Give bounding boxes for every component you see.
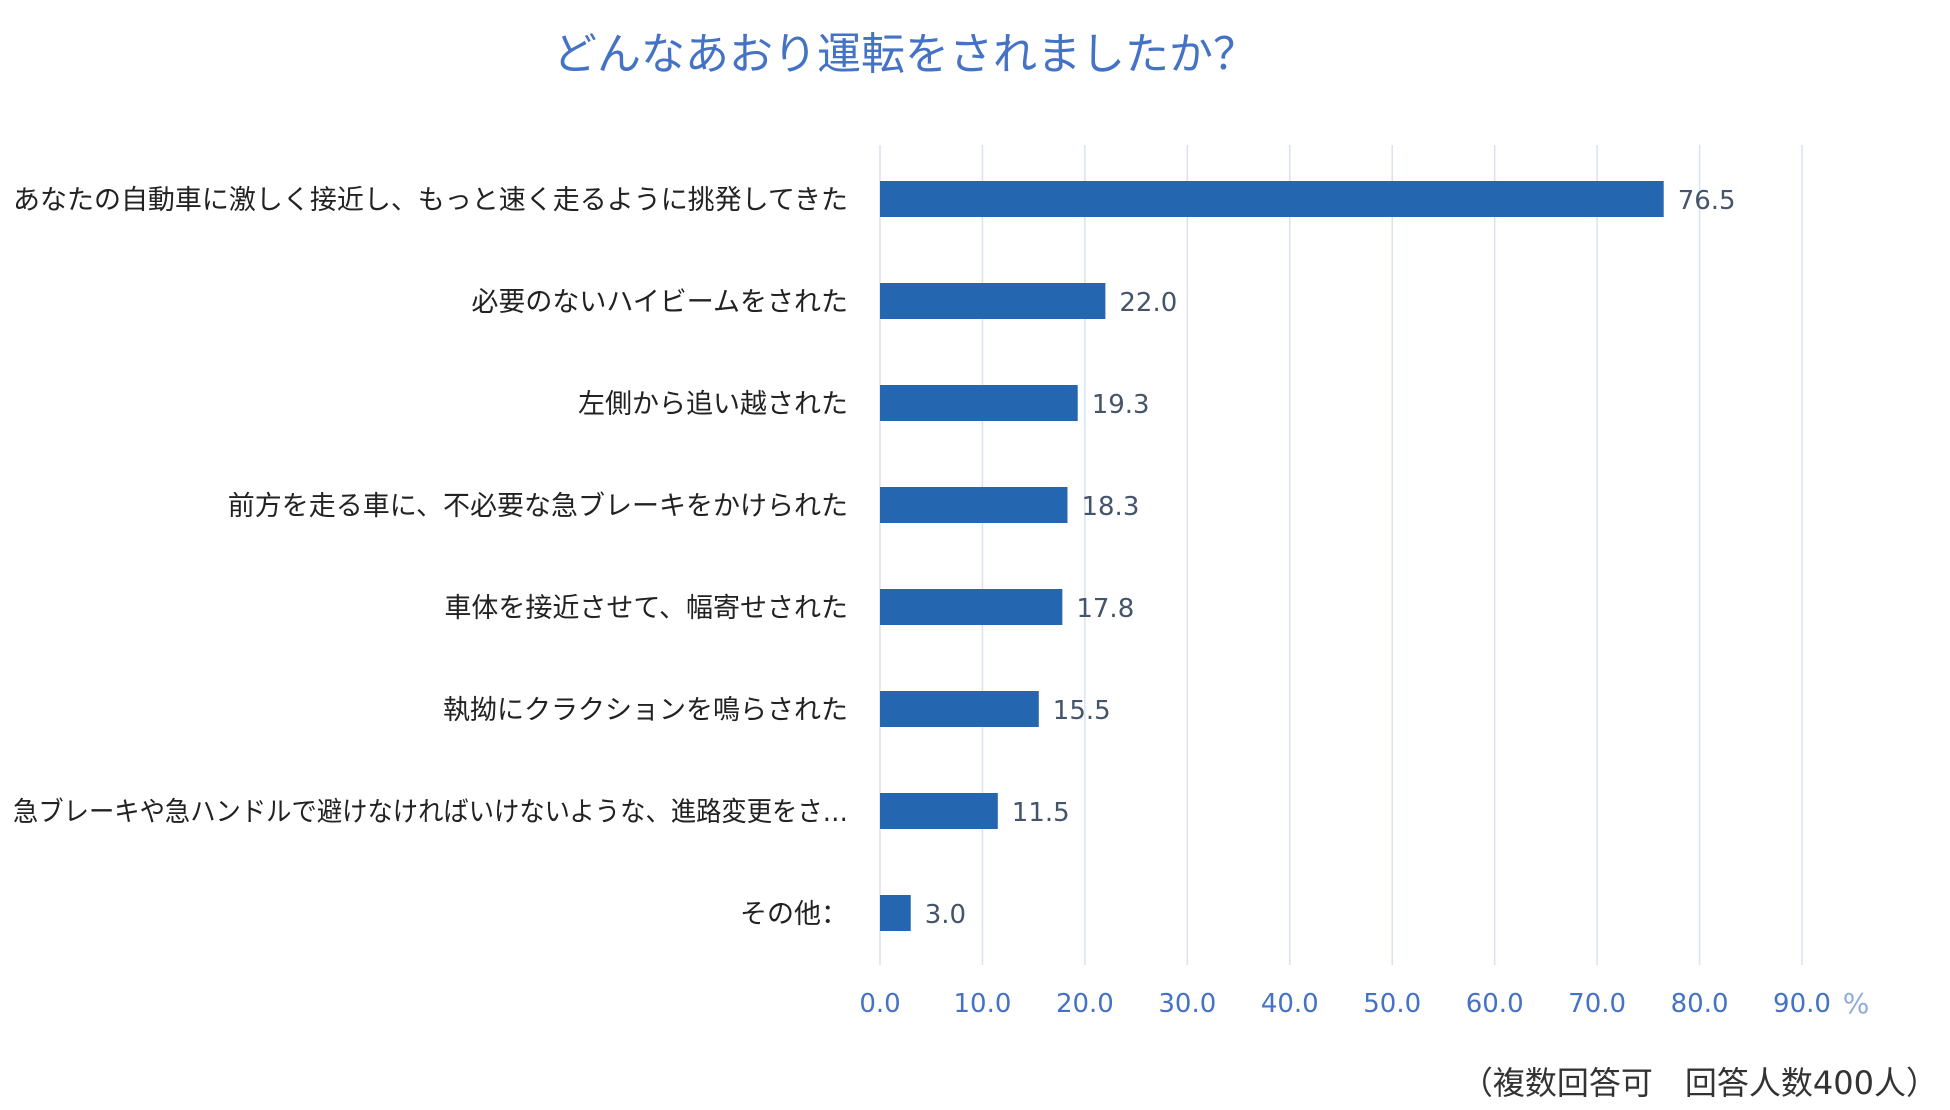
bar (880, 181, 1664, 217)
x-tick-label: 10.0 (953, 989, 1011, 1019)
bar (880, 385, 1078, 421)
category-label: 必要のないハイビームをされた (471, 287, 848, 318)
value-label: 19.3 (1092, 390, 1150, 420)
footnote: （複数回答可 回答人数400人） (1460, 1064, 1938, 1102)
bar (880, 793, 998, 829)
category-label: 急ブレーキや急ハンドルで避けなければいけないような、進路変更をさ… (13, 797, 848, 828)
bar (880, 589, 1063, 625)
value-label: 18.3 (1081, 492, 1139, 522)
category-label: 車体を接近させて、幅寄せされた (444, 593, 848, 624)
x-tick-label: 60.0 (1466, 989, 1524, 1019)
bar (880, 283, 1106, 319)
x-unit-label: % (1843, 987, 1870, 1020)
bar (880, 691, 1039, 727)
bar (880, 895, 911, 931)
value-label: 76.5 (1678, 186, 1736, 216)
x-tick-label: 70.0 (1568, 989, 1626, 1019)
bar (880, 487, 1068, 523)
x-tick-label: 80.0 (1671, 989, 1729, 1019)
value-label: 17.8 (1076, 594, 1134, 624)
chart-title: どんなあおり運転をされましたか？ (553, 29, 1257, 80)
category-label: 左側から追い越された (578, 389, 848, 420)
value-label: 3.0 (925, 900, 966, 930)
value-label: 15.5 (1053, 696, 1111, 726)
value-label: 22.0 (1119, 288, 1177, 318)
category-label: 前方を走る車に、不必要な急ブレーキをかけられた (228, 491, 848, 522)
category-label: あなたの自動車に激しく接近し、もっと速く走るように挑発してきた (13, 185, 848, 216)
x-tick-label: 90.0 (1773, 989, 1831, 1019)
category-label: その他： (740, 899, 848, 930)
x-tick-label: 50.0 (1363, 989, 1421, 1019)
x-tick-label: 40.0 (1261, 989, 1319, 1019)
x-tick-label: 0.0 (859, 989, 900, 1019)
category-label: 執拗にクラクションを鳴らされた (443, 695, 848, 726)
x-tick-label: 30.0 (1158, 989, 1216, 1019)
value-label: 11.5 (1012, 798, 1070, 828)
x-tick-label: 20.0 (1056, 989, 1114, 1019)
